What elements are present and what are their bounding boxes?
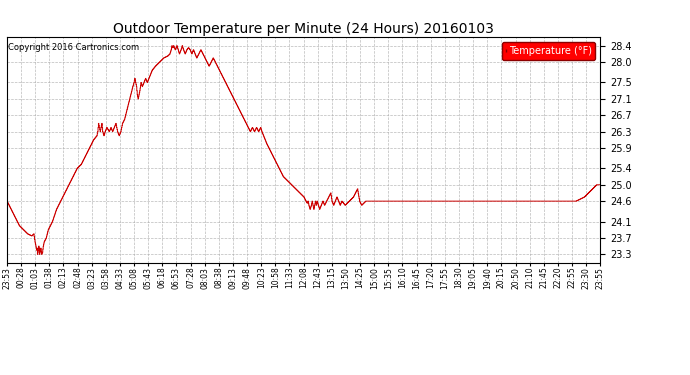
- Text: Copyright 2016 Cartronics.com: Copyright 2016 Cartronics.com: [8, 43, 139, 52]
- Legend: Temperature (°F): Temperature (°F): [502, 42, 595, 60]
- Title: Outdoor Temperature per Minute (24 Hours) 20160103: Outdoor Temperature per Minute (24 Hours…: [113, 22, 494, 36]
